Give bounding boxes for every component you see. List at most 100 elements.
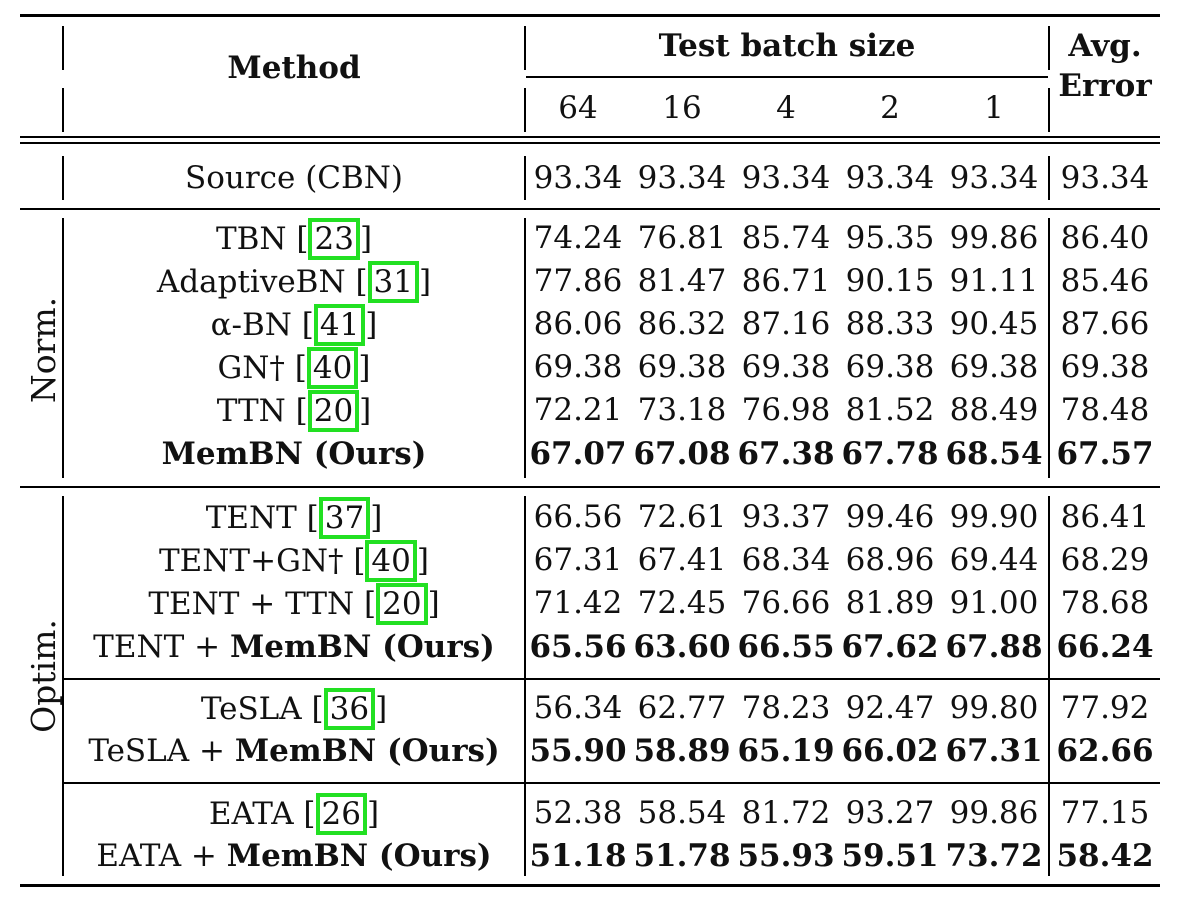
- value-cell: 93.34: [845, 160, 935, 196]
- value-cell: 76.98: [741, 392, 831, 428]
- value-cell: 73.18: [637, 392, 727, 428]
- method-name-bold: MemBN (Ours): [234, 733, 500, 769]
- vrule-right-header: [1048, 26, 1050, 70]
- citation-link[interactable]: 36: [323, 688, 376, 730]
- citation-link[interactable]: 40: [365, 540, 417, 582]
- citation-link[interactable]: 20: [307, 390, 360, 432]
- citation-bracket: ]: [358, 350, 371, 386]
- method-name: TENT +: [93, 629, 230, 665]
- avg-error-cell: 67.57: [1056, 436, 1154, 472]
- value-cell: 90.45: [949, 306, 1039, 342]
- value-cell: 67.38: [737, 436, 835, 472]
- value-cell: 69.38: [533, 349, 623, 385]
- value-cell: 67.31: [533, 542, 623, 578]
- citation-link[interactable]: 37: [318, 497, 371, 539]
- value-cell: 51.78: [633, 838, 731, 874]
- citation-link[interactable]: 23: [308, 218, 360, 260]
- vrule-mid-body3: [524, 496, 526, 876]
- group-label-optim: Optim.: [24, 619, 63, 733]
- vrule-right-body2: [1048, 218, 1050, 478]
- value-cell: 58.89: [633, 733, 731, 769]
- value-cell: 68.96: [845, 542, 935, 578]
- method-cell: TeSLA + MemBN (Ours): [64, 731, 524, 771]
- value-cell: 93.37: [741, 499, 831, 535]
- method-name-bold: MemBN (Ours): [226, 838, 492, 874]
- header-error: Error: [1058, 68, 1152, 104]
- method-name: EATA [: [208, 796, 316, 832]
- avg-error-cell: 86.41: [1060, 499, 1150, 535]
- value-cell: 67.78: [841, 436, 939, 472]
- value-cell: 86.71: [741, 263, 831, 299]
- value-cell: 93.34: [533, 160, 623, 196]
- value-cell: 91.00: [949, 585, 1039, 621]
- value-cell: 72.61: [637, 499, 727, 535]
- header-test-batch-size: Test batch size: [658, 28, 916, 64]
- citation-bracket: ]: [419, 264, 432, 300]
- value-cell: 81.52: [845, 392, 935, 428]
- method-name: TBN [: [215, 221, 309, 257]
- method-name: TENT + TTN [: [148, 586, 377, 622]
- avg-error-cell: 68.29: [1060, 542, 1150, 578]
- value-cell: 67.41: [637, 542, 727, 578]
- value-cell: 72.45: [637, 585, 727, 621]
- citation-bracket: ]: [375, 691, 388, 727]
- citation-bracket: ]: [416, 543, 429, 579]
- citation-bracket: ]: [359, 393, 372, 429]
- value-cell: 55.93: [737, 838, 835, 874]
- value-cell: 78.23: [741, 690, 831, 726]
- value-cell: 69.38: [637, 349, 727, 385]
- avg-error-cell: 93.34: [1060, 160, 1150, 196]
- avg-error-cell: 87.66: [1060, 306, 1150, 342]
- value-cell: 72.21: [533, 392, 623, 428]
- header-batch-64: 64: [558, 90, 598, 126]
- value-cell: 68.54: [945, 436, 1043, 472]
- value-cell: 88.33: [845, 306, 935, 342]
- method-cell: Source (CBN): [64, 158, 524, 198]
- method-cell: GN† [40]: [64, 347, 524, 389]
- vrule-left-header: [62, 26, 64, 70]
- source-rule: [20, 208, 1160, 210]
- method-cell: EATA [26]: [64, 793, 524, 835]
- value-cell: 81.72: [741, 795, 831, 831]
- value-cell: 62.77: [637, 690, 727, 726]
- value-cell: 59.51: [841, 838, 939, 874]
- method-name: TTN [: [216, 393, 308, 429]
- value-cell: 69.38: [949, 349, 1039, 385]
- vrule-right-header2: [1048, 88, 1050, 132]
- method-name: MemBN (Ours): [161, 436, 427, 472]
- value-cell: 73.72: [945, 838, 1043, 874]
- method-cell: TeSLA [36]: [64, 688, 524, 730]
- citation-link[interactable]: 40: [306, 347, 359, 389]
- value-cell: 66.56: [533, 499, 623, 535]
- citation-link[interactable]: 41: [313, 304, 366, 346]
- header-rule-1: [20, 136, 1160, 138]
- value-cell: 81.89: [845, 585, 935, 621]
- value-cell: 99.90: [949, 499, 1039, 535]
- avg-error-cell: 62.66: [1056, 733, 1154, 769]
- value-cell: 76.66: [741, 585, 831, 621]
- value-cell: 69.38: [741, 349, 831, 385]
- method-name: TeSLA +: [88, 733, 235, 769]
- value-cell: 93.34: [949, 160, 1039, 196]
- method-name-bold: MemBN (Ours): [229, 629, 495, 665]
- avg-error-cell: 77.92: [1060, 690, 1150, 726]
- method-name: TENT+GN† [: [159, 543, 366, 579]
- value-cell: 99.46: [845, 499, 935, 535]
- citation-link[interactable]: 26: [315, 793, 367, 835]
- method-name: EATA +: [96, 838, 227, 874]
- avg-error-cell: 78.68: [1060, 585, 1150, 621]
- value-cell: 55.90: [529, 733, 627, 769]
- value-cell: 58.54: [637, 795, 727, 831]
- vrule-right-body3: [1048, 496, 1050, 876]
- value-cell: 95.35: [845, 220, 935, 256]
- value-cell: 66.55: [737, 629, 835, 665]
- citation-link[interactable]: 20: [376, 583, 428, 625]
- method-cell: MemBN (Ours): [64, 434, 524, 474]
- citation-link[interactable]: 31: [367, 261, 419, 303]
- group-label-norm: Norm.: [24, 296, 63, 404]
- value-cell: 69.38: [845, 349, 935, 385]
- method-cell: AdaptiveBN [31]: [64, 261, 524, 303]
- vrule-mid-header2: [524, 88, 526, 132]
- value-cell: 74.24: [533, 220, 623, 256]
